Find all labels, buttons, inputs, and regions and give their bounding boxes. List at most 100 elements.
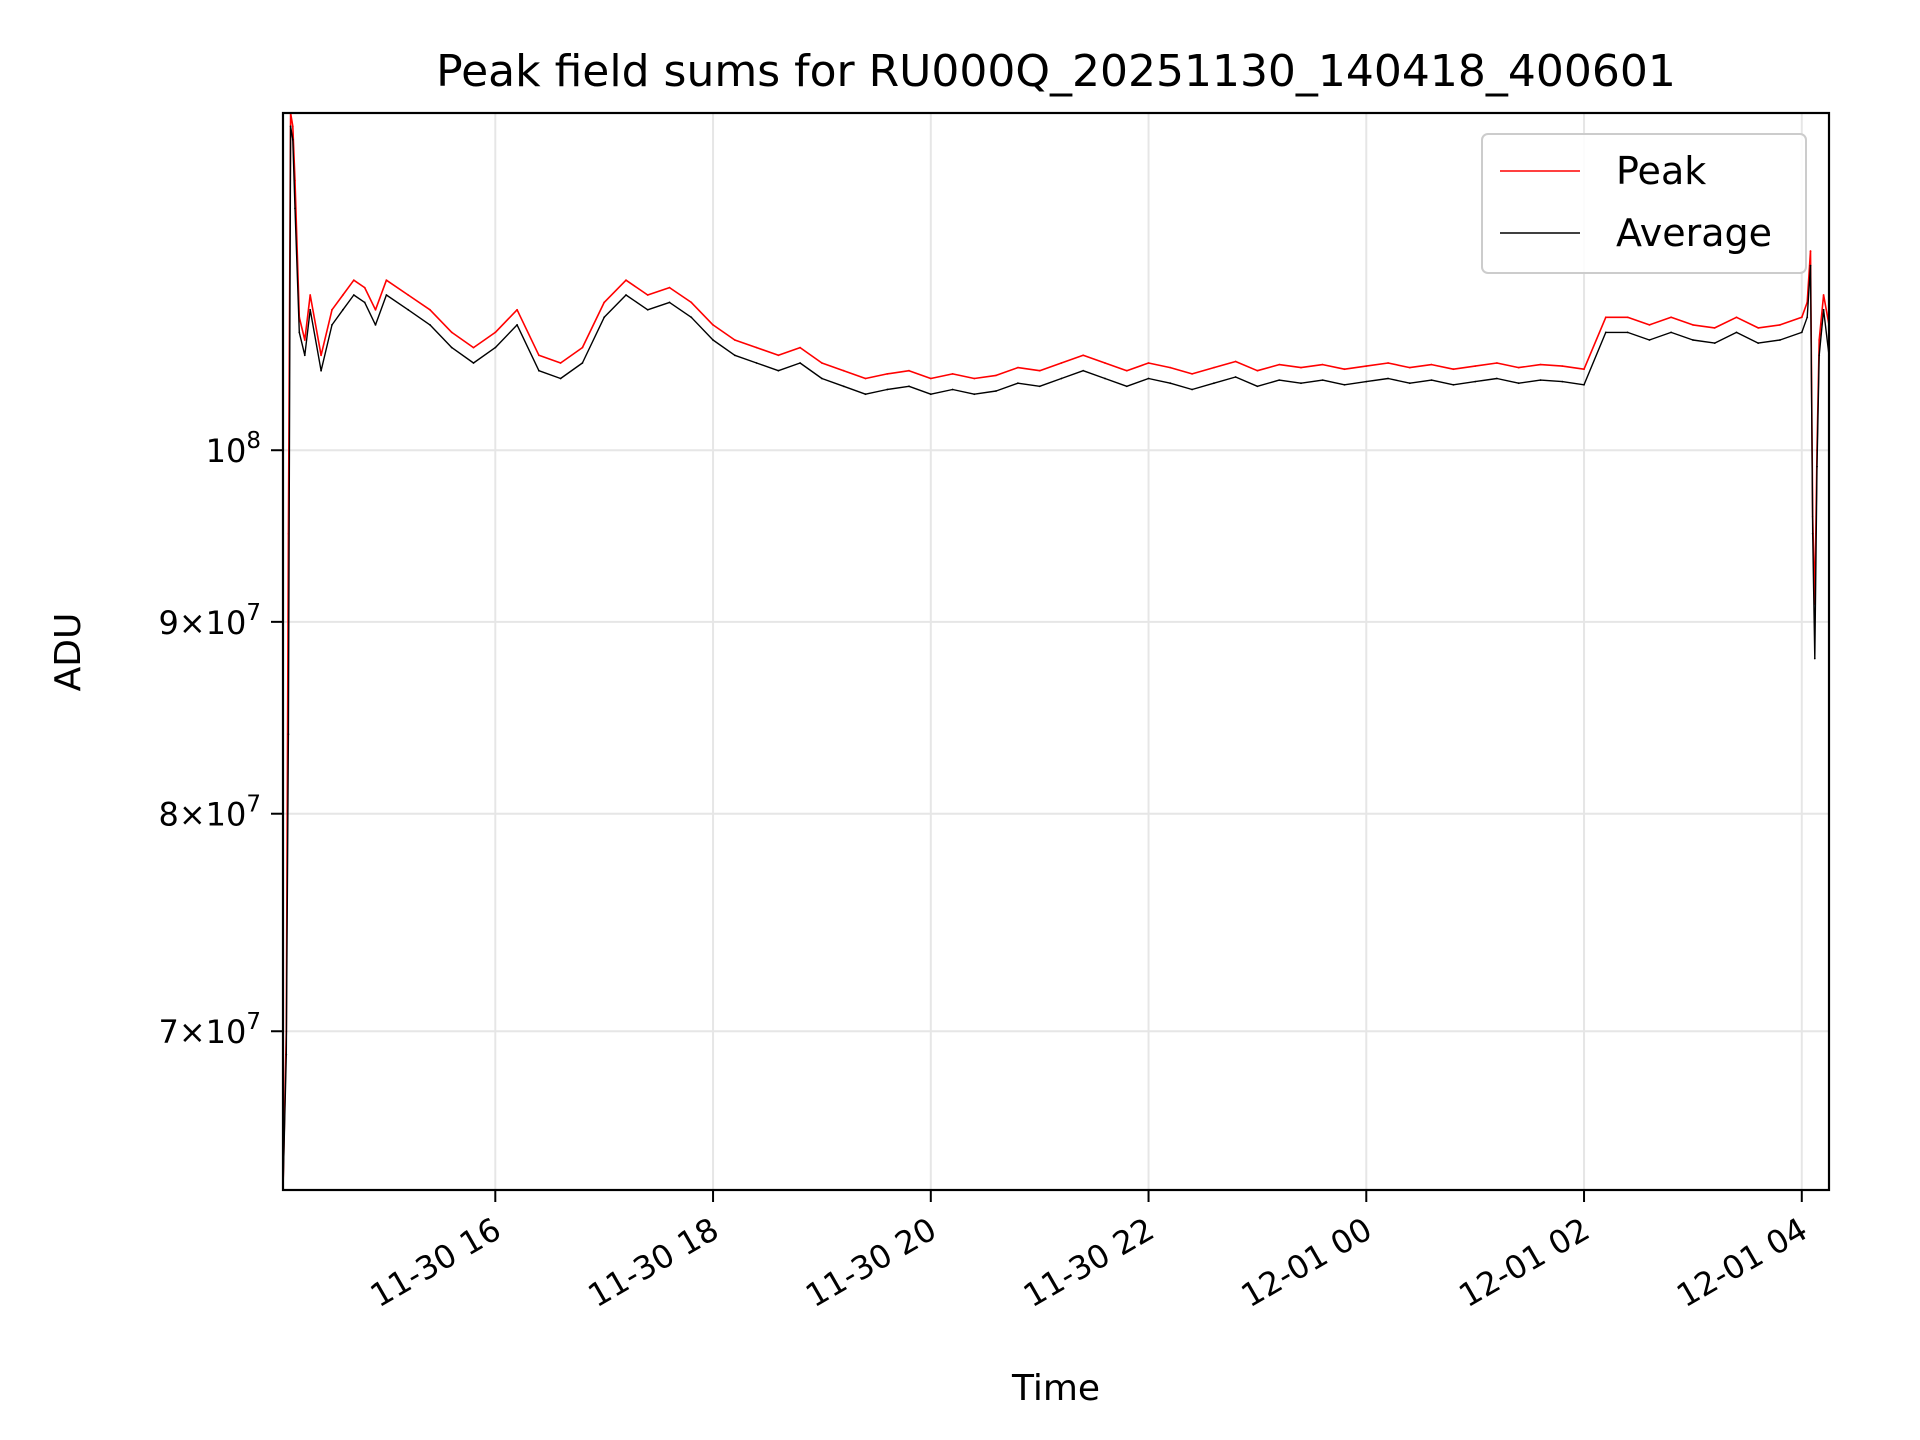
- data-point-peak: [374, 308, 377, 311]
- data-point-peak: [303, 339, 306, 341]
- data-point-peak: [1169, 366, 1172, 369]
- series-lines: [282, 112, 1830, 1191]
- data-point-average: [1692, 339, 1694, 341]
- data-point-peak: [1213, 366, 1215, 369]
- plot-background: [283, 113, 1829, 1190]
- data-point-average: [646, 308, 649, 311]
- data-point-average: [363, 301, 366, 304]
- data-point-peak: [1017, 366, 1019, 369]
- data-point-peak: [1234, 360, 1237, 363]
- data-point-average: [385, 294, 388, 296]
- data-point-peak: [1104, 362, 1106, 364]
- data-point-average: [1104, 377, 1106, 380]
- data-point-average: [864, 393, 867, 396]
- data-point-peak: [1408, 366, 1411, 369]
- data-point-peak: [777, 354, 780, 357]
- data-point-average: [1648, 339, 1651, 341]
- data-point-average: [1321, 379, 1324, 381]
- data-point-peak: [1452, 368, 1455, 371]
- data-point-average: [1670, 331, 1672, 334]
- data-point-average: [1713, 342, 1716, 344]
- data-point-average: [450, 346, 453, 349]
- data-point-peak: [1256, 369, 1259, 372]
- data-point-peak: [799, 346, 801, 349]
- data-point-average: [407, 308, 410, 311]
- data-point-average: [516, 324, 518, 326]
- data-point-average: [294, 207, 296, 210]
- data-point-average: [625, 294, 627, 296]
- data-point-peak: [1539, 363, 1542, 366]
- data-point-average: [1583, 383, 1585, 386]
- data-point-average: [799, 362, 801, 364]
- data-point-peak: [309, 294, 312, 296]
- data-point-average: [342, 308, 344, 311]
- data-point-average: [1816, 465, 1818, 468]
- data-point-peak: [320, 354, 322, 357]
- data-point-average: [929, 393, 932, 396]
- data-point-average: [1147, 377, 1150, 380]
- data-point-average: [1806, 316, 1809, 319]
- data-point-peak: [1125, 369, 1128, 372]
- data-point-average: [1496, 377, 1498, 380]
- grid-lines: [283, 113, 1829, 1190]
- data-point-peak: [886, 373, 889, 375]
- data-point-average: [1300, 382, 1302, 385]
- data-point-average: [1191, 388, 1193, 391]
- data-point-average: [1813, 657, 1816, 660]
- data-point-average: [1604, 331, 1607, 334]
- data-point-peak: [646, 294, 649, 296]
- data-point-peak: [1060, 362, 1063, 364]
- data-point-average: [298, 331, 301, 334]
- data-point-average: [1822, 308, 1825, 311]
- data-point-peak: [755, 346, 758, 349]
- data-point-peak: [1147, 362, 1150, 364]
- data-point-peak: [733, 339, 736, 341]
- data-point-average: [429, 324, 431, 326]
- data-point-average: [1626, 331, 1629, 334]
- data-point-peak: [1809, 250, 1812, 253]
- data-point-peak: [407, 294, 410, 296]
- data-point-average: [1256, 385, 1259, 388]
- data-point-average: [690, 316, 693, 319]
- data-point-peak: [291, 125, 294, 128]
- data-point-peak: [1387, 362, 1389, 364]
- data-point-average: [285, 1053, 288, 1056]
- data-point-average: [1060, 377, 1063, 380]
- data-point-average: [668, 301, 671, 304]
- data-point-peak: [472, 346, 475, 349]
- data-point-peak: [385, 279, 388, 282]
- data-point-average: [320, 369, 322, 372]
- data-point-average: [303, 354, 306, 357]
- data-point-peak: [1583, 368, 1585, 371]
- data-point-peak: [581, 346, 584, 349]
- data-point-average: [1517, 382, 1520, 385]
- data-point-peak: [1082, 354, 1085, 357]
- data-point-peak: [559, 362, 562, 364]
- data-point-average: [538, 369, 540, 372]
- data-point-peak: [951, 373, 954, 375]
- y-axis-ticks: 7×107 8×107 9×107 108: [158, 428, 283, 1051]
- data-point-peak: [668, 286, 671, 289]
- data-point-average: [821, 377, 823, 380]
- data-point-average: [1809, 264, 1812, 267]
- data-point-average: [1539, 379, 1542, 381]
- data-point-average: [374, 324, 377, 326]
- data-point-average: [755, 362, 758, 364]
- y-tick-label: 7×107: [158, 1009, 261, 1051]
- data-point-peak: [1779, 324, 1781, 326]
- data-point-average: [1818, 354, 1821, 357]
- data-point-peak: [690, 301, 693, 304]
- data-point-average: [1757, 342, 1760, 344]
- data-point-average: [603, 316, 606, 319]
- data-point-peak: [516, 308, 518, 311]
- data-point-peak: [1343, 368, 1346, 371]
- y-tick-label: 9×107: [158, 600, 261, 642]
- data-point-average: [1365, 380, 1368, 383]
- y-tick-label: 108: [206, 428, 261, 470]
- chart-title: Peak field sums for RU000Q_20251130_1404…: [436, 46, 1676, 97]
- data-point-average: [733, 354, 736, 357]
- data-point-average: [352, 294, 355, 296]
- data-point-peak: [494, 331, 497, 334]
- data-point-average: [1735, 331, 1738, 334]
